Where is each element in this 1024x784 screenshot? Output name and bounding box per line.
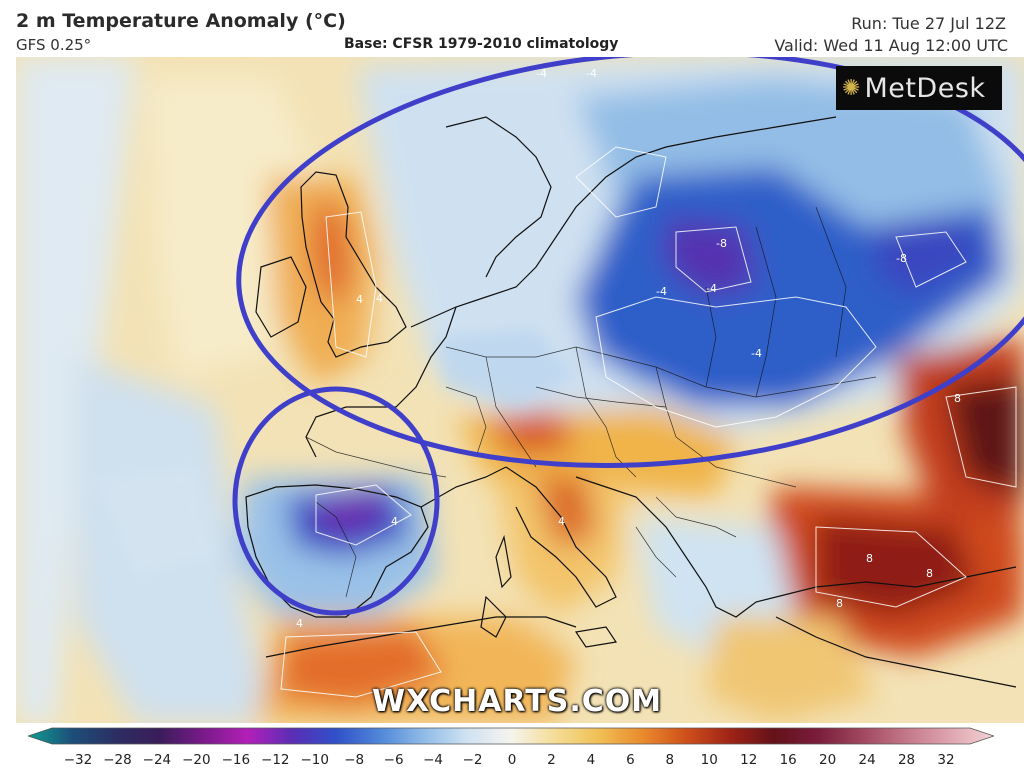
- scale-tick-label: 32: [937, 752, 955, 768]
- scale-tick-label: −2: [462, 752, 483, 768]
- contour-label: 4: [356, 293, 363, 306]
- contour-label: -8: [896, 252, 907, 265]
- scale-tick-label: −16: [221, 752, 251, 768]
- contour-label: -4: [751, 347, 762, 360]
- contour-label: 8: [866, 552, 873, 565]
- contour-label: 8: [954, 392, 961, 405]
- scale-tick-label: 6: [626, 752, 635, 768]
- contour-labels: -4 -4 -4 -8 -8 -4 -4 4 4 4 4 8 8 8 8 4: [296, 67, 961, 630]
- model-label: GFS 0.25°: [16, 36, 92, 54]
- metdesk-burst-icon: ✺: [842, 75, 861, 101]
- scale-tick-label: −20: [182, 752, 211, 768]
- scale-tick-label: −8: [344, 752, 365, 768]
- coastlines: [245, 116, 1017, 688]
- scale-tick-label: −4: [423, 752, 444, 768]
- contour-label: -4: [706, 282, 717, 295]
- color-scale-bar: [28, 727, 994, 745]
- annotation-circle-iberia: [232, 386, 440, 616]
- contour-label: -8: [716, 237, 727, 250]
- contour-label: 4: [296, 617, 303, 630]
- run-label: Run: Tue 27 Jul 12Z: [851, 14, 1006, 33]
- scale-tick-label: −12: [261, 752, 290, 768]
- base-label: Base: CFSR 1979-2010 climatology: [344, 36, 619, 52]
- metdesk-logo: ✺ MetDesk: [836, 66, 1002, 110]
- scale-tick-label: 28: [897, 752, 916, 768]
- scale-tick-label: 16: [779, 752, 797, 768]
- contour-label: -4: [586, 67, 597, 80]
- scale-tick-label: 20: [819, 752, 837, 768]
- scale-tick-label: 2: [547, 752, 556, 768]
- contour-label: 4: [376, 292, 383, 305]
- scale-tick-label: 4: [586, 752, 596, 768]
- wxcharts-watermark: WXCHARTS.COM: [372, 684, 663, 719]
- scale-tick-label: −28: [103, 752, 132, 768]
- scale-tick-label: −24: [142, 752, 172, 768]
- contour-label: 8: [926, 567, 933, 580]
- contour-label: 4: [391, 515, 398, 528]
- map-svg: -4 -4 -4 -8 -8 -4 -4 4 4 4 4 8 8 8 8 4: [16, 57, 1024, 723]
- contour-label: -4: [536, 67, 547, 80]
- valid-label: Valid: Wed 11 Aug 12:00 UTC: [774, 36, 1008, 55]
- scale-tick-label: 0: [507, 752, 517, 768]
- scale-tick-label: −32: [63, 752, 93, 768]
- contour-label: -4: [656, 285, 667, 298]
- borders: [305, 206, 877, 598]
- anomaly-map: -4 -4 -4 -8 -8 -4 -4 4 4 4 4 8 8 8 8 4: [16, 57, 1024, 723]
- scale-tick-label: −10: [300, 752, 329, 768]
- scale-tick-label: 24: [858, 752, 876, 768]
- annotation-ellipse-northern-europe: [236, 57, 1024, 468]
- scale-tick-label: 10: [700, 752, 718, 768]
- chart-title: 2 m Temperature Anomaly (°C): [16, 10, 346, 32]
- contours: [280, 146, 1017, 698]
- scale-tick-label: 8: [665, 752, 675, 768]
- scale-tick-label: −6: [383, 752, 404, 768]
- contour-label: 4: [558, 515, 565, 528]
- contour-label: 8: [836, 597, 843, 610]
- metdesk-logo-text: MetDesk: [864, 72, 986, 104]
- scale-tick-label: 12: [740, 752, 758, 768]
